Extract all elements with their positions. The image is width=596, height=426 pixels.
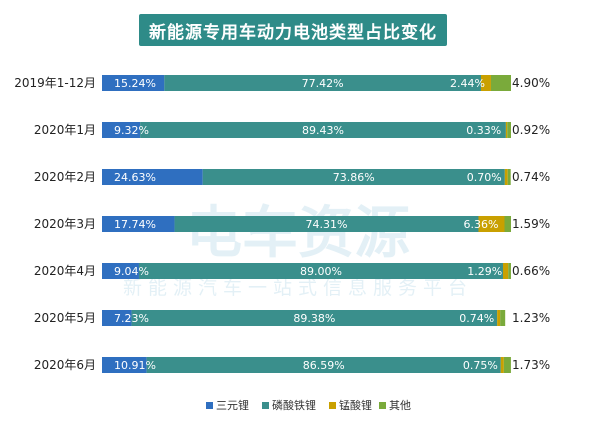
bar-segment-ternary [102, 310, 132, 326]
legend-swatch [206, 402, 213, 409]
data-label: 73.86% [333, 171, 375, 184]
bar-segment-lmo [478, 216, 505, 232]
bar-segment-lmo [502, 263, 509, 279]
chart-title: 新能源专用车动力电池类型占比变化 [149, 22, 437, 43]
bar-segment-ternary [102, 216, 175, 232]
category-label: 2020年2月 [34, 170, 96, 184]
chart-title-box: 新能源专用车动力电池类型占比变化 [139, 14, 447, 46]
bar-segment-other [507, 169, 511, 185]
data-label: 7.23% [114, 312, 149, 325]
category-label: 2020年6月 [34, 358, 96, 372]
bar-row: 2020年1月 9.32% 89.43% 0.33% 0.92% [34, 122, 550, 138]
bar-segment-lmo [505, 122, 508, 138]
bar-segment-other [490, 75, 511, 91]
bar-segment-lfp [202, 169, 505, 185]
data-label: 89.43% [302, 124, 344, 137]
bars: 2019年1-12月 15.24% 77.42% 2.44% 4.90% 2020年1月 9… [14, 75, 550, 373]
data-label: 0.75% [463, 359, 498, 372]
bar-segment-lmo [497, 310, 501, 326]
data-label: 0.74% [459, 312, 494, 325]
bar-row: 2020年4月 9.04% 89.00% 1.29% 0.66% [34, 263, 550, 279]
data-label: 89.38% [293, 312, 335, 325]
bar-segment-lmo [500, 357, 504, 373]
bar-row: 2020年5月 7.23% 89.38% 0.74% 1.23% [34, 310, 550, 326]
bar-segment-other [507, 122, 511, 138]
bar-segment-lfp [164, 75, 481, 91]
bar-segment-lfp [146, 357, 501, 373]
legend-label: 其他 [389, 399, 411, 412]
data-label: 0.33% [466, 124, 501, 137]
legend-label: 磷酸铁锂 [272, 398, 316, 412]
data-label: 4.90% [512, 76, 550, 90]
bar-segment-lmo [504, 169, 508, 185]
data-label: 1.73% [512, 358, 550, 372]
bar-row: 2019年1-12月 15.24% 77.42% 2.44% 4.90% [14, 75, 550, 91]
data-label: 86.59% [303, 359, 345, 372]
data-label: 9.32% [114, 124, 149, 137]
legend: 三元锂 磷酸铁锂 锰酸锂 其他 [206, 398, 411, 412]
watermark-text: 电车资源 [186, 201, 410, 266]
legend-label: 锰酸锂 [339, 398, 372, 412]
legend-label: 三元锂 [216, 398, 249, 412]
data-label: 74.31% [306, 218, 348, 231]
data-label: 0.74% [512, 170, 550, 184]
legend-swatch [262, 402, 269, 409]
data-label: 77.42% [302, 77, 344, 90]
data-label: 1.23% [512, 311, 550, 325]
bar-segment-lfp [174, 216, 479, 232]
data-label: 10.91% [114, 359, 156, 372]
category-label: 2020年4月 [34, 264, 96, 278]
bar-segment-ternary [102, 169, 203, 185]
data-label: 89.00% [300, 265, 342, 278]
data-label: 0.70% [467, 171, 502, 184]
category-label: 2019年1-12月 [14, 76, 96, 90]
legend-swatch [379, 402, 386, 409]
legend-item: 锰酸锂 [329, 398, 372, 412]
bar-segment-ternary [102, 357, 147, 373]
legend-item: 三元锂 [206, 398, 249, 412]
data-label: 6.36% [464, 218, 499, 231]
bar-segment-lfp [131, 310, 498, 326]
bar-row: 2020年2月 24.63% 73.86% 0.70% 0.74% [34, 169, 550, 185]
legend-item: 其他 [379, 399, 411, 412]
bar-segment-ternary [102, 263, 139, 279]
bar-row: 2020年3月 17.74% 74.31% 6.36% 1.59% [34, 216, 550, 232]
bar-segment-lfp [140, 122, 506, 138]
data-label: 1.59% [512, 217, 550, 231]
category-label: 2020年3月 [34, 217, 96, 231]
data-label: 17.74% [114, 218, 156, 231]
data-label: 0.92% [512, 123, 550, 137]
bar-row: 2020年6月 10.91% 86.59% 0.75% 1.73% [34, 357, 550, 373]
watermark-subtext: 新能源汽车一站式信息服务平台 [123, 277, 473, 299]
bar-segment-ternary [102, 75, 165, 91]
legend-item: 磷酸铁锂 [262, 398, 316, 412]
bar-segment-ternary [102, 122, 141, 138]
bar-segment-lmo [480, 75, 491, 91]
data-label: 1.29% [467, 265, 502, 278]
category-label: 2020年5月 [34, 311, 96, 325]
data-label: 2.44% [450, 77, 485, 90]
category-label: 2020年1月 [34, 123, 96, 137]
data-label: 15.24% [114, 77, 156, 90]
bar-segment-other [503, 357, 511, 373]
data-label: 9.04% [114, 265, 149, 278]
bar-segment-other [500, 310, 506, 326]
data-label: 0.66% [512, 264, 550, 278]
legend-swatch [329, 402, 336, 409]
data-label: 24.63% [114, 171, 156, 184]
bar-segment-other [508, 263, 511, 279]
bar-segment-other [504, 216, 511, 232]
bar-segment-lfp [138, 263, 503, 279]
